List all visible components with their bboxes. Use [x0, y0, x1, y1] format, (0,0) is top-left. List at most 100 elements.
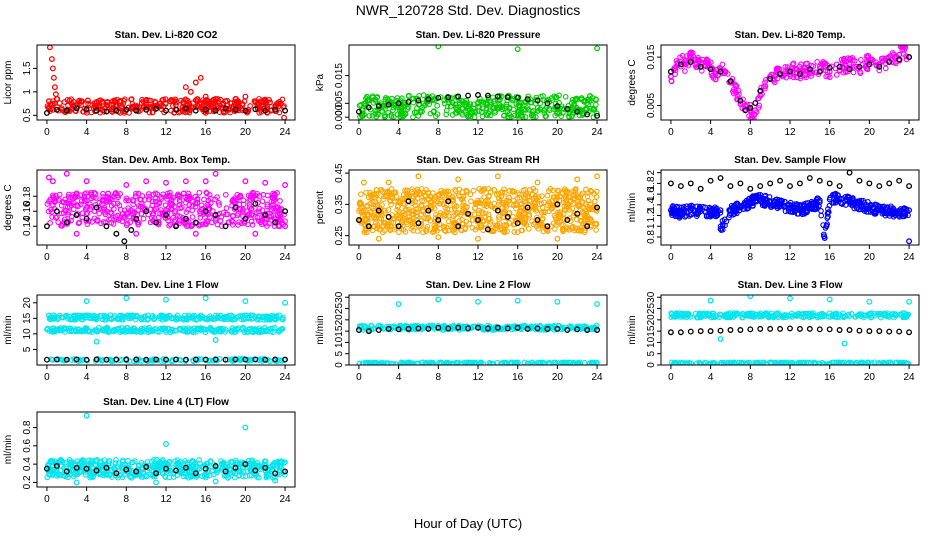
data-point-orange-bg: [560, 221, 566, 228]
data-point-magenta-bg: [233, 196, 240, 203]
data-point-orange-bg: [593, 208, 600, 214]
x-tick-label: 16: [512, 127, 524, 138]
data-point-red-bg: [201, 99, 208, 105]
data-point-blue-bg: [730, 207, 737, 214]
data-point-orange: [415, 173, 422, 180]
data-point-green-bg: [411, 109, 418, 116]
data-point-orange-bg: [514, 229, 521, 236]
data-point-green-bg: [369, 93, 376, 100]
data-point-magenta-bg: [235, 210, 241, 217]
data-point-red: [192, 79, 199, 86]
data-point-red-bg: [219, 101, 225, 108]
y-tick-label: 0.015: [334, 63, 345, 88]
data-point-cyan-bg: [485, 322, 491, 329]
data-point-black: [846, 66, 853, 73]
x-tick-label: 24: [592, 127, 604, 138]
data-point-blue-bg: [693, 210, 700, 217]
x-tick-label: 24: [904, 127, 916, 138]
data-point-orange-bg: [431, 228, 437, 235]
data-point-blue-bg: [873, 201, 880, 208]
data-point-red-bg: [222, 109, 229, 115]
data-point-cyan-bg: [401, 360, 407, 365]
data-point-green-bg: [506, 111, 513, 117]
data-point-magenta-bg: [65, 200, 72, 207]
data-point-cyan-bg: [263, 327, 270, 334]
data-point-cyan-bg: [49, 325, 55, 332]
data-point-cyan-bg: [151, 315, 158, 322]
data-point-orange-bg: [560, 227, 566, 233]
data-point-black: [425, 207, 432, 214]
data-point-cyan-bg: [266, 313, 272, 320]
data-point-green-bg: [478, 109, 485, 115]
data-point-black: [365, 223, 372, 230]
data-point-magenta-bg: [73, 191, 80, 198]
data-point-magenta-bg: [88, 195, 95, 202]
data-point-cyan-bg: [540, 360, 547, 365]
data-point-blue: [727, 207, 734, 214]
data-point-blue-bg: [674, 204, 680, 210]
plot-4: Stan. Dev. Amb. Box Temp.degrees C0 4 8 12 1…: [3, 155, 296, 263]
data-point-magenta-bg: [154, 201, 160, 208]
data-point-magenta-bg: [246, 212, 253, 218]
data-point-orange-bg: [380, 196, 387, 202]
data-point-cyan-bg: [800, 311, 806, 318]
data-point-orange-bg: [506, 188, 513, 194]
data-point-magenta-bg: [879, 58, 886, 65]
data-point-magenta-bg: [106, 216, 112, 223]
data-point-cyan-bg: [368, 323, 375, 329]
data-point-black: [252, 356, 259, 363]
data-point-green-bg: [541, 110, 548, 116]
data-point-black: [896, 177, 903, 184]
y-tick-label: 0.005: [646, 93, 657, 118]
data-point-magenta-bg: [890, 59, 896, 66]
data-point-magenta-bg: [192, 203, 199, 210]
data-point-orange-bg: [551, 194, 558, 200]
data-point-cyan-bg: [231, 316, 238, 323]
data-point-cyan-bg: [115, 325, 122, 332]
data-point-orange-bg: [539, 215, 546, 222]
data-point-black: [445, 94, 452, 101]
data-point-black: [747, 185, 754, 192]
x-tick-label: 16: [200, 252, 212, 263]
data-point-green-bg: [553, 94, 559, 100]
data-point-orange-bg: [438, 190, 445, 197]
data-point-magenta-bg: [672, 71, 678, 78]
data-point-orange-bg: [381, 193, 387, 200]
data-point-magenta-bg: [254, 214, 261, 221]
data-point-magenta: [672, 63, 679, 70]
data-point-magenta-bg: [274, 212, 281, 219]
x-tick-label: 12: [472, 252, 484, 263]
data-point-cyan-bg: [422, 361, 428, 365]
data-point-black: [677, 183, 684, 190]
x-tick-label: 20: [240, 127, 252, 138]
data-point-orange-bg: [376, 226, 383, 233]
data-point-green-bg: [538, 93, 544, 100]
data-point-cyan-bg: [167, 329, 174, 335]
data-point-blue-bg: [790, 205, 797, 211]
data-point-orange-bg: [526, 212, 533, 219]
data-point-magenta-bg: [94, 217, 100, 224]
data-point-blue: [796, 207, 803, 214]
data-point-orange-bg: [519, 227, 526, 234]
data-point-black: [584, 223, 591, 230]
data-point-orange-bg: [546, 188, 552, 194]
data-point-black: [475, 92, 481, 98]
data-point-cyan-bg: [711, 314, 718, 321]
data-point-orange-bg: [362, 226, 369, 233]
data-point-magenta-bg: [201, 196, 207, 203]
data-point-black: [687, 58, 694, 65]
data-point-cyan-bg: [241, 329, 248, 336]
x-tick-label: 20: [552, 252, 564, 263]
data-point-black: [43, 110, 50, 116]
data-point-blue-bg: [759, 202, 766, 209]
data-point-magenta: [212, 170, 219, 177]
data-point-cyan-bg: [258, 329, 265, 335]
data-point-orange-bg: [569, 205, 576, 212]
plot-points: [667, 295, 913, 365]
data-point-magenta-bg: [155, 214, 162, 221]
data-point-green: [395, 103, 402, 110]
data-point-green-bg: [389, 95, 395, 102]
plot-y-label: Licor ppm: [3, 61, 14, 105]
data-point-magenta-bg: [160, 212, 167, 219]
plot-title: Stan. Dev. Amb. Box Temp.: [102, 155, 230, 166]
